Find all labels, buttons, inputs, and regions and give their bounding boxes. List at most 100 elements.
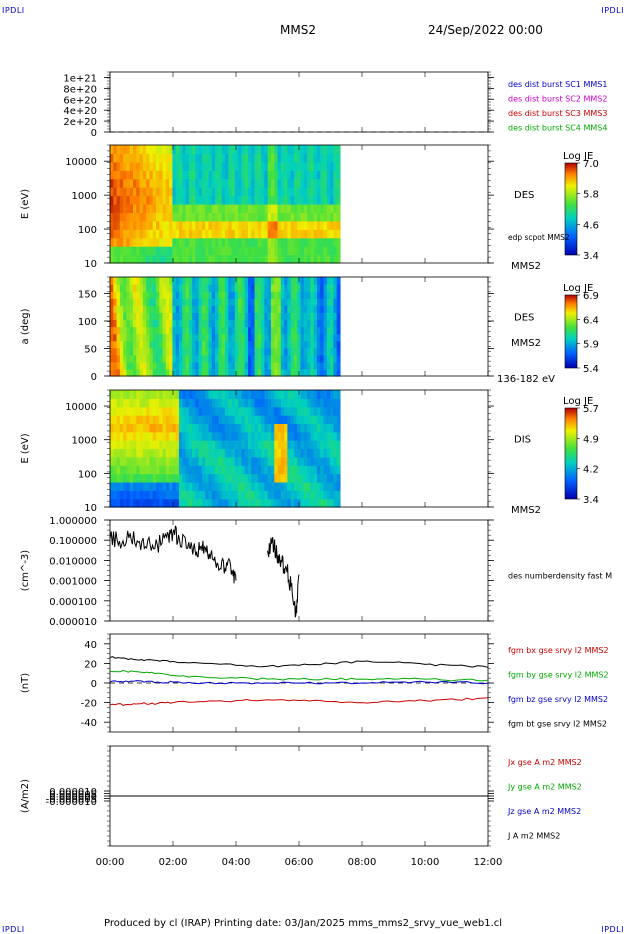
heatmap-cell: [287, 340, 292, 349]
heatmap-cell: [119, 298, 124, 306]
colorbar-title: Log JE: [563, 283, 593, 294]
heatmap-cell: [293, 284, 298, 292]
heatmap-cell: [221, 490, 226, 500]
y-tick-label: 100: [78, 317, 97, 328]
heatmap-cell: [178, 390, 183, 399]
heatmap-cell: [270, 473, 275, 483]
heatmap-cell: [284, 368, 288, 377]
heatmap-cell: [330, 465, 334, 475]
heatmap-cell: [113, 490, 118, 500]
heatmap-cell: [175, 440, 180, 450]
heatmap-cell: [284, 178, 288, 188]
heatmap-cell: [126, 431, 131, 441]
heatmap-cell: [320, 161, 325, 171]
heatmap-cell: [139, 220, 144, 230]
heatmap-cell: [205, 187, 210, 197]
heatmap-cell: [307, 347, 311, 356]
heatmap-cell: [142, 220, 147, 230]
heatmap-cell: [132, 319, 137, 328]
heatmap-cell: [188, 361, 193, 370]
heatmap-cell: [231, 456, 236, 466]
heatmap-cell: [198, 406, 203, 416]
heatmap-cell: [330, 368, 334, 377]
heatmap-cell: [113, 284, 118, 292]
heatmap-cell: [215, 229, 220, 239]
heatmap-cell: [136, 465, 141, 475]
heatmap-cell: [178, 415, 183, 425]
heatmap-cell: [155, 254, 160, 264]
heatmap-cell: [264, 498, 269, 508]
heatmap-cell: [136, 456, 141, 466]
heatmap-cell: [201, 415, 206, 425]
heatmap-cell: [155, 481, 160, 491]
heatmap-cell: [287, 481, 292, 491]
heatmap-cell: [241, 481, 246, 491]
heatmap-cell: [257, 361, 262, 370]
heatmap-cell: [192, 153, 197, 163]
heatmap-cell: [257, 406, 262, 416]
series-line: [109, 525, 237, 584]
heatmap-cell: [110, 161, 114, 171]
heatmap-cell: [251, 490, 256, 500]
heatmap-cell: [257, 456, 262, 466]
heatmap-cell: [159, 291, 164, 299]
heatmap-cell: [228, 204, 233, 214]
heatmap-cell: [142, 448, 147, 458]
heatmap-cell: [162, 498, 167, 508]
heatmap-cell: [290, 305, 295, 313]
heatmap-cell: [231, 406, 236, 416]
heatmap-cell: [205, 178, 210, 188]
heatmap-cell: [234, 246, 239, 256]
heatmap-cell: [274, 246, 279, 256]
heatmap-cell: [274, 277, 279, 285]
heatmap-cell: [205, 220, 210, 230]
heatmap-cell: [178, 161, 183, 171]
heatmap-cell: [316, 423, 321, 433]
heatmap-cell: [316, 291, 321, 299]
heatmap-cell: [224, 406, 229, 416]
heatmap-cell: [221, 145, 226, 155]
heatmap-cell: [284, 390, 288, 399]
heatmap-cell: [152, 354, 157, 363]
heatmap-cell: [244, 456, 249, 466]
heatmap-cell: [185, 305, 190, 313]
heatmap-cell: [113, 465, 118, 475]
heatmap-cell: [251, 440, 256, 450]
heatmap-cell: [274, 291, 279, 299]
y-axis-label: (cm^-3): [20, 550, 31, 591]
heatmap-cell: [185, 406, 190, 416]
heatmap-cell: [152, 465, 157, 475]
heatmap-cell: [267, 431, 272, 441]
heatmap-cell: [303, 187, 308, 197]
heatmap-cell: [192, 415, 197, 425]
heatmap-cell: [116, 490, 121, 500]
heatmap-cell: [129, 368, 134, 377]
heatmap-cell: [293, 390, 298, 399]
heatmap-cell: [310, 465, 315, 475]
heatmap-cell: [175, 423, 180, 433]
heatmap-cell: [185, 246, 190, 256]
heatmap-cell: [188, 212, 193, 222]
heatmap-cell: [152, 347, 157, 356]
heatmap-cell: [175, 481, 180, 491]
heatmap-cell: [303, 284, 308, 292]
heatmap-cell: [192, 298, 197, 306]
heatmap-cell: [303, 220, 308, 230]
heatmap-cell: [320, 431, 325, 441]
heatmap-cell: [221, 340, 226, 349]
heatmap-cell: [201, 161, 206, 171]
heatmap-cell: [182, 368, 187, 377]
heatmap-cell: [326, 254, 331, 264]
heatmap-cell: [116, 354, 121, 363]
heatmap-cell: [205, 237, 210, 247]
heatmap-cell: [241, 406, 246, 416]
heatmap-cell: [208, 305, 213, 313]
heatmap-cell: [290, 254, 295, 264]
heatmap-cell: [277, 284, 282, 292]
heatmap-cell: [251, 354, 256, 363]
heatmap-cell: [247, 195, 252, 205]
heatmap-cell: [221, 229, 226, 239]
heatmap-cell: [300, 170, 305, 180]
heatmap-cell: [169, 326, 174, 335]
heatmap-cell: [310, 406, 315, 416]
